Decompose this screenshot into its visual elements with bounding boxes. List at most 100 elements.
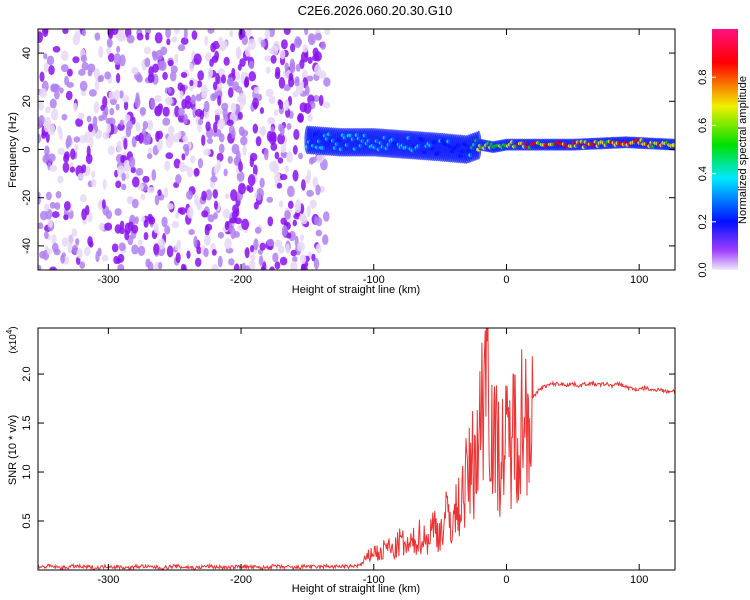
spectrogram-cell [120, 155, 125, 163]
spectrogram-cell [116, 257, 121, 265]
spectrogram-cell [177, 107, 185, 117]
spectrogram-cell [224, 193, 230, 200]
spectrogram-cell [108, 90, 115, 100]
spectrogram-cell [164, 96, 173, 106]
spectrogram-cell [182, 143, 190, 152]
spectrogram-cell [91, 178, 97, 187]
spectrogram-cell [299, 58, 305, 70]
spectrogram-cell [249, 259, 256, 270]
spectrogram-cell [279, 173, 288, 181]
spectrogram-cell [123, 100, 129, 111]
spectrogram-cell [239, 58, 246, 67]
spectrogram-cell [104, 71, 112, 80]
spectrogram-cell [306, 75, 314, 82]
spectrogram-cell [238, 161, 243, 172]
spectrogram-cell [252, 97, 259, 109]
spectrogram-cell [44, 145, 50, 157]
spectrogram-cell [210, 42, 217, 53]
x-tick-label: -200 [230, 274, 252, 286]
spectrogram-cell [115, 180, 122, 189]
spectrogram-cell [164, 160, 171, 172]
spectrogram-cell [147, 147, 153, 155]
spectrogram-cell [46, 248, 53, 255]
spectrogram-cell [38, 42, 41, 54]
spectrogram-cell [323, 211, 330, 222]
spectrogram-cell [227, 87, 234, 98]
spectrogram-cell [131, 116, 136, 125]
spectrogram-cell [244, 76, 250, 88]
spectrogram-cell [153, 243, 160, 255]
spectrogram-cell [265, 88, 274, 98]
spectrogram-cell [46, 55, 55, 66]
spectrogram-cell [166, 245, 174, 258]
spectrogram-cell [249, 245, 255, 253]
spectrogram-cell [72, 33, 81, 46]
spectrogram-cell [142, 120, 149, 130]
spectrogram-cell [229, 30, 234, 38]
x-tick-label: 100 [630, 274, 648, 286]
spectrogram-cell [131, 244, 139, 255]
spectrogram-cell [299, 234, 305, 242]
spectrogram-cell [284, 165, 289, 173]
spectrogram-cell [111, 243, 119, 253]
spectrogram-cell [292, 145, 298, 155]
spectrogram-cell [270, 54, 277, 64]
spectrogram-cell [98, 222, 105, 231]
spectrogram-cell [136, 32, 144, 41]
spectrogram-cell [188, 229, 195, 236]
spectrogram-cell [290, 249, 297, 257]
spectrogram-cell [233, 263, 240, 270]
spectrogram-cell [195, 93, 203, 102]
spectrogram-cell [38, 264, 42, 270]
spectrogram-cell [135, 121, 141, 132]
spectrogram-cell [297, 241, 305, 252]
spectrogram-cell [218, 143, 225, 154]
spectrogram-cell [43, 62, 49, 73]
spectrogram-cell [283, 84, 291, 92]
spectrogram-cell [224, 237, 232, 250]
snr-frame [37, 327, 676, 571]
y-tick-label: 20 [21, 95, 33, 107]
spectrogram-cell [87, 123, 94, 133]
spectrogram-cell [166, 38, 171, 46]
spectrogram-cell [101, 199, 106, 210]
spectrogram-cell [105, 117, 112, 125]
spectrogram-cell [49, 164, 58, 173]
spectrogram-cell [61, 237, 69, 247]
spectrogram-cell [248, 71, 257, 82]
spectrogram-cell [286, 122, 292, 130]
spectrogram-xlabel: Height of straight line (km) [292, 284, 420, 296]
spectrogram-cell [85, 153, 93, 165]
spectrogram-cell [66, 135, 72, 147]
spectrogram-cell [247, 174, 256, 187]
snr-multiplier: (x104) [5, 326, 19, 353]
spectrogram-cell [276, 182, 283, 189]
spectrogram-cell [163, 187, 169, 198]
spectrogram-cell [86, 145, 91, 158]
spectrogram-cell [38, 191, 41, 199]
spectrogram-cell [140, 215, 146, 223]
spectrogram-cell [101, 254, 109, 262]
spectrogram-cell [232, 204, 240, 214]
spectrogram-cell [314, 32, 322, 41]
spectrogram-cell [177, 44, 186, 52]
spectrogram-cell [221, 74, 226, 84]
spectrogram-cell [45, 191, 52, 201]
spectrogram-cell [38, 222, 44, 230]
spectrogram-cell [125, 126, 132, 138]
spectrogram-cell [213, 200, 219, 210]
spectrogram-cell [284, 210, 291, 220]
spectrogram-cell [98, 46, 104, 58]
y-tick-label: 0.5 [21, 513, 33, 528]
spectrogram-cell [270, 142, 278, 151]
spectrogram-cell [274, 151, 280, 160]
spectrogram-cell [264, 55, 272, 62]
spectrogram-cell [67, 234, 74, 246]
spectrogram-cell [81, 29, 87, 37]
spectrogram-cell [245, 46, 251, 57]
spectrogram-cell [154, 32, 163, 44]
spectrogram-cell [259, 255, 264, 266]
spectrogram-cell [194, 257, 202, 267]
spectrogram-cell [255, 136, 262, 147]
spectrogram-cell [143, 219, 149, 228]
